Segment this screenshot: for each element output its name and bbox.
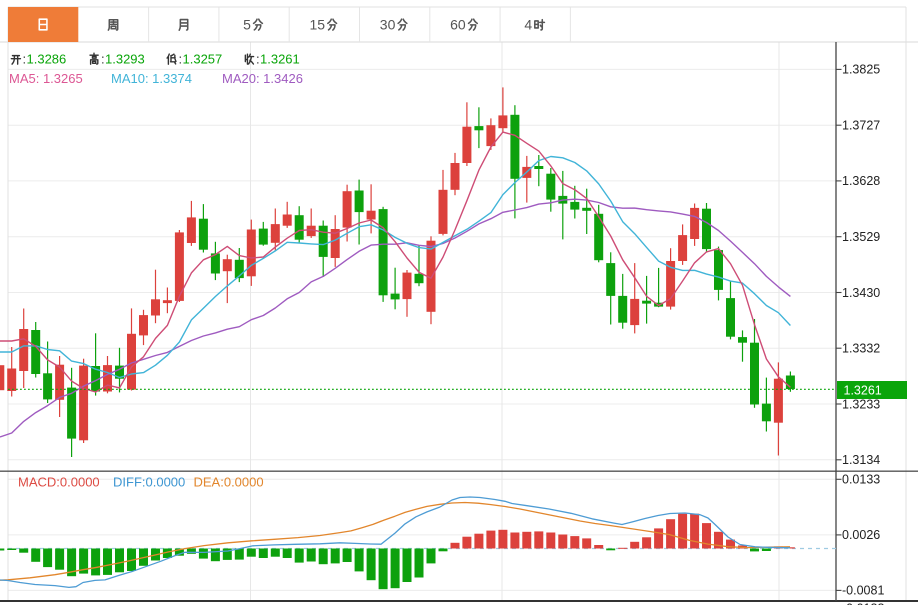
svg-text:0.0026: 0.0026 [842, 528, 880, 542]
svg-text:1.3332: 1.3332 [842, 342, 880, 356]
svg-text::: : [256, 52, 260, 67]
svg-text:1.3529: 1.3529 [842, 230, 880, 244]
svg-text:-0.0188: -0.0188 [842, 602, 884, 605]
svg-text:-0.0081: -0.0081 [842, 584, 884, 598]
svg-text:4: 4 [524, 17, 532, 33]
svg-text:MA20: 1.3426: MA20: 1.3426 [222, 71, 303, 86]
svg-text:1.3286: 1.3286 [27, 52, 67, 67]
svg-text:1.3261: 1.3261 [844, 384, 882, 398]
svg-text:1.3233: 1.3233 [842, 397, 880, 411]
svg-text:1.3261: 1.3261 [260, 52, 300, 67]
svg-text:1.3430: 1.3430 [842, 286, 880, 300]
svg-text:60: 60 [450, 17, 466, 33]
svg-text:15: 15 [310, 17, 326, 33]
svg-text:DIFF:0.0000: DIFF:0.0000 [113, 475, 185, 490]
svg-text:1.3293: 1.3293 [105, 52, 145, 67]
svg-text:MACD:0.0000: MACD:0.0000 [18, 475, 100, 490]
svg-text:1.3825: 1.3825 [842, 63, 880, 77]
svg-text:0.0133: 0.0133 [842, 473, 880, 487]
svg-text:DEA:0.0000: DEA:0.0000 [194, 475, 264, 490]
svg-text::: : [179, 52, 183, 67]
svg-text::: : [23, 52, 27, 67]
svg-text:30: 30 [380, 17, 396, 33]
svg-text:MA10: 1.3374: MA10: 1.3374 [111, 71, 192, 86]
svg-text:1.3257: 1.3257 [183, 52, 223, 67]
svg-text:1.3134: 1.3134 [842, 453, 880, 467]
svg-text::: : [101, 52, 105, 67]
svg-text:1.3628: 1.3628 [842, 174, 880, 188]
svg-text:5: 5 [243, 17, 251, 33]
svg-text:1.3727: 1.3727 [842, 119, 880, 133]
svg-text:MA5: 1.3265: MA5: 1.3265 [9, 71, 83, 86]
